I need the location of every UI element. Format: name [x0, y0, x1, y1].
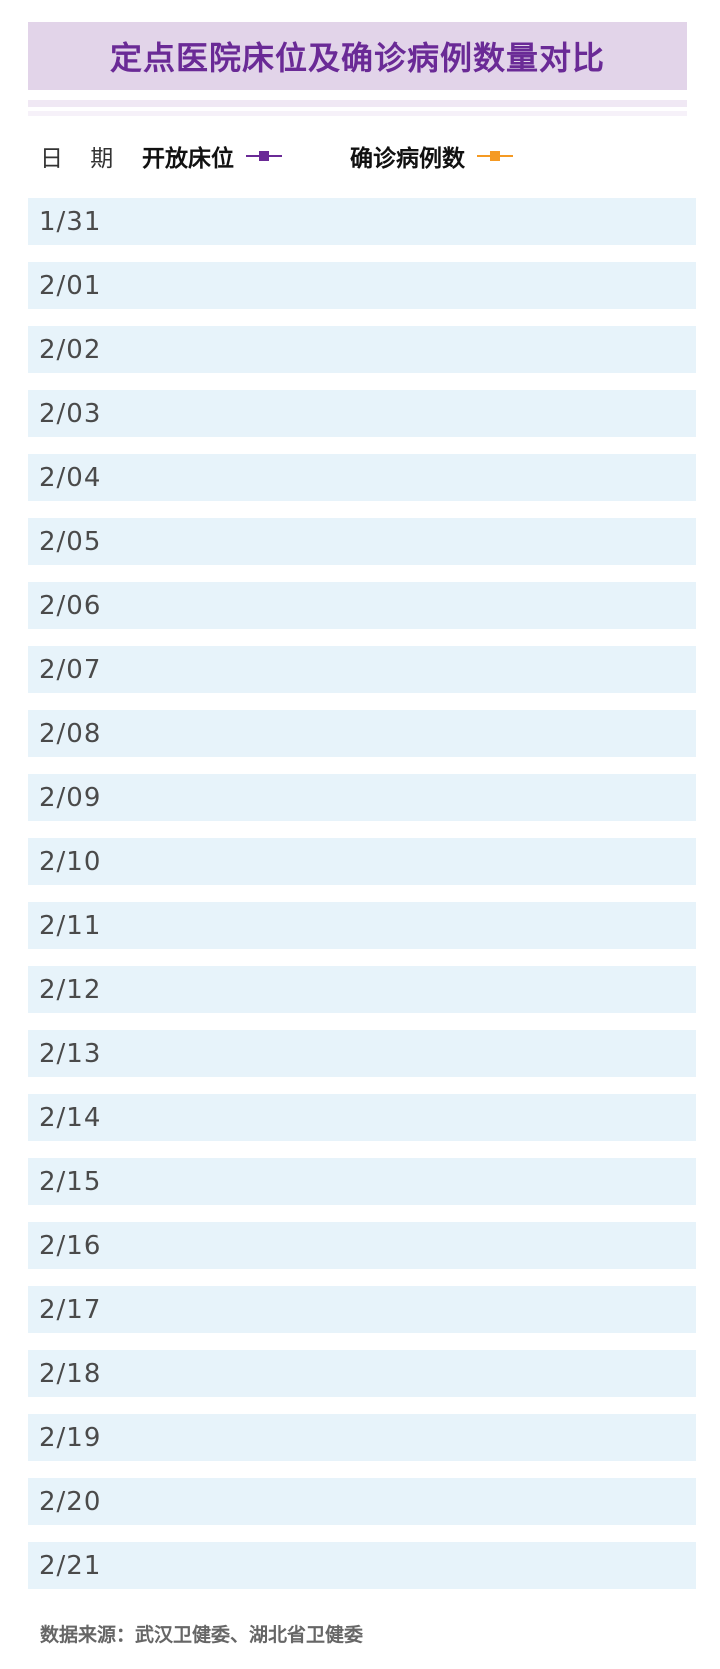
decorative-divider [28, 111, 687, 116]
date-tick-label: 2/10 [39, 846, 102, 877]
date-row: 2/16 [28, 1222, 696, 1269]
date-row: 2/12 [28, 966, 696, 1013]
date-row: 2/07 [28, 646, 696, 693]
chart-title: 定点医院床位及确诊病例数量对比 [109, 39, 605, 77]
date-row: 1/31 [28, 198, 696, 245]
date-row: 2/02 [28, 326, 696, 373]
date-tick-label: 2/14 [39, 1102, 102, 1133]
date-column-header: 日 期 [40, 146, 124, 172]
date-tick-label: 2/05 [39, 526, 102, 557]
title-banner: 定点医院床位及确诊病例数量对比 [28, 22, 687, 90]
date-tick-label: 2/12 [39, 974, 102, 1005]
date-tick-label: 2/16 [39, 1230, 102, 1261]
date-tick-label: 2/02 [39, 334, 102, 365]
date-row: 2/09 [28, 774, 696, 821]
legend-marker-cases-icon [477, 149, 513, 163]
date-row: 2/15 [28, 1158, 696, 1205]
date-row: 2/21 [28, 1542, 696, 1589]
date-row: 2/05 [28, 518, 696, 565]
date-row: 2/18 [28, 1350, 696, 1397]
date-row: 2/13 [28, 1030, 696, 1077]
date-row: 2/03 [28, 390, 696, 437]
date-row: 2/17 [28, 1286, 696, 1333]
date-tick-label: 2/07 [39, 654, 102, 685]
date-tick-label: 2/20 [39, 1486, 102, 1517]
date-tick-label: 2/18 [39, 1358, 102, 1389]
date-row: 2/04 [28, 454, 696, 501]
date-tick-label: 2/03 [39, 398, 102, 429]
date-row: 2/14 [28, 1094, 696, 1141]
date-row: 2/06 [28, 582, 696, 629]
data-source-note: 数据来源：武汉卫健委、湖北省卫健委 [40, 1624, 364, 1646]
legend-item-beds: 开放床位 [142, 139, 282, 173]
legend-header: 日 期 开放床位 确诊病例数 [28, 134, 687, 178]
date-tick-label: 1/31 [39, 206, 102, 237]
date-tick-label: 2/11 [39, 910, 102, 941]
date-row: 2/08 [28, 710, 696, 757]
date-tick-label: 2/06 [39, 590, 102, 621]
date-row: 2/19 [28, 1414, 696, 1461]
date-row: 2/11 [28, 902, 696, 949]
date-tick-label: 2/21 [39, 1550, 102, 1581]
date-tick-label: 2/15 [39, 1166, 102, 1197]
date-tick-label: 2/01 [39, 270, 102, 301]
date-row: 2/20 [28, 1478, 696, 1525]
legend-label-beds: 开放床位 [142, 146, 234, 172]
decorative-divider [28, 100, 687, 107]
legend-item-cases: 确诊病例数 [350, 139, 513, 173]
date-tick-label: 2/19 [39, 1422, 102, 1453]
date-tick-label: 2/09 [39, 782, 102, 813]
date-tick-label: 2/17 [39, 1294, 102, 1325]
legend-label-cases: 确诊病例数 [350, 146, 465, 172]
date-tick-label: 2/04 [39, 462, 102, 493]
legend-marker-beds-icon [246, 149, 282, 163]
date-tick-label: 2/13 [39, 1038, 102, 1069]
date-tick-label: 2/08 [39, 718, 102, 749]
chart-rows: 1/31 2/01 2/02 2/03 2/04 2/05 2/06 2/07 2/08 2/09… [28, 198, 696, 1606]
date-row: 2/01 [28, 262, 696, 309]
date-row: 2/10 [28, 838, 696, 885]
